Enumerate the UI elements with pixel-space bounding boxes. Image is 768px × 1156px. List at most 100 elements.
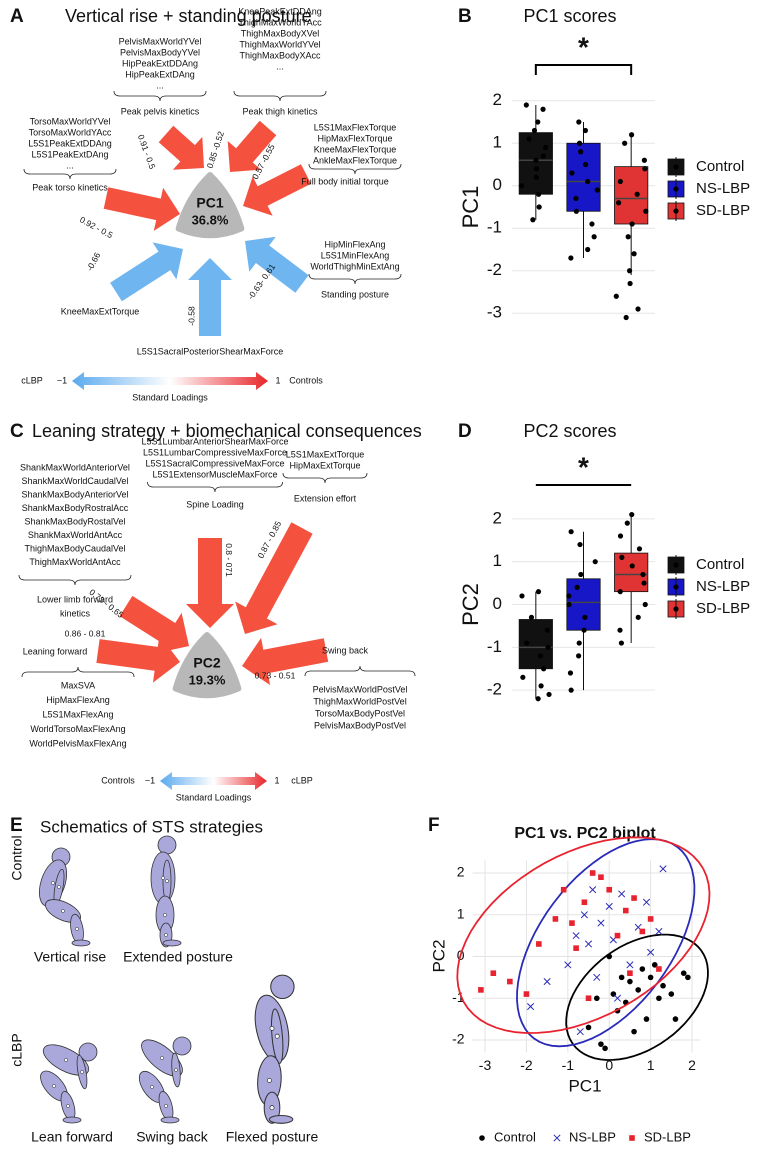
variable: PelvisMaxWorldPostVel xyxy=(313,684,408,694)
point xyxy=(631,1028,637,1035)
point xyxy=(537,653,543,659)
box xyxy=(518,132,553,195)
figure-schematic xyxy=(38,847,91,947)
point xyxy=(635,614,641,620)
hub-name: PC2 xyxy=(193,655,220,671)
variable: WorldTorsoMaxFlexAng xyxy=(30,724,125,734)
loading-range: -0.66 xyxy=(84,251,102,273)
point xyxy=(585,178,591,185)
figure-label: Extended posture xyxy=(123,949,233,965)
point xyxy=(582,127,589,134)
point xyxy=(576,653,582,659)
point xyxy=(629,221,635,227)
point xyxy=(597,919,605,927)
group-name: KneeMaxExtTorque xyxy=(61,306,140,316)
variable: L5S1SacralCompressiveMaxForce xyxy=(145,458,284,468)
point xyxy=(617,533,624,539)
figure-schematic xyxy=(254,974,295,1124)
point xyxy=(536,204,542,210)
point xyxy=(639,966,646,972)
point xyxy=(685,974,691,981)
variable: HipMaxExtTorque xyxy=(289,460,360,470)
brace xyxy=(21,666,135,678)
variable: L5S1MaxFlexTorque xyxy=(314,122,397,132)
point xyxy=(568,255,574,261)
legend-caption: Standard Loadings xyxy=(132,392,208,402)
point xyxy=(642,601,648,608)
y-tick-label: -1 xyxy=(487,218,502,237)
joint xyxy=(274,1033,280,1039)
loading-range: 0.8 - 071 xyxy=(224,543,234,577)
legend-max: 1 xyxy=(275,375,280,385)
point xyxy=(641,580,647,586)
hub-name: PC1 xyxy=(196,195,223,211)
panel-title: Vertical rise + standing posture xyxy=(65,6,312,26)
body-part xyxy=(172,1036,192,1056)
group-name: Spine Loading xyxy=(186,499,244,509)
legend-label: NS-LBP xyxy=(569,1129,616,1144)
variable: ... xyxy=(156,80,164,90)
point xyxy=(540,153,547,159)
point xyxy=(636,546,643,552)
variable: ThighMaxBodyCaudalVel xyxy=(24,543,125,553)
panel-label: B xyxy=(458,6,472,27)
group-name: Swing back xyxy=(322,645,369,655)
point xyxy=(593,973,601,981)
brace xyxy=(147,481,283,493)
point xyxy=(523,991,530,997)
significance: * xyxy=(578,451,589,482)
point xyxy=(617,627,623,633)
variable: TorsoMaxBodyPostVel xyxy=(315,708,405,718)
brace xyxy=(18,574,132,586)
variable: L5S1MaxFlexAng xyxy=(42,709,113,719)
legend-key-dot xyxy=(673,164,679,170)
point xyxy=(574,584,580,590)
point xyxy=(618,640,624,646)
loading-range: 0.92 - 0.5 xyxy=(78,214,115,240)
loading-range: 0.86 - 0.81 xyxy=(65,628,106,638)
chart-title: PC1 vs. PC2 biplot xyxy=(514,825,656,842)
point xyxy=(613,293,619,299)
loading-arrow xyxy=(186,538,234,628)
point xyxy=(618,974,625,981)
variable: ShankMaxWorldCaudalVel xyxy=(22,476,129,486)
figure-schematic xyxy=(40,1042,98,1124)
brace xyxy=(233,90,327,102)
point xyxy=(533,166,540,172)
variable: PelvisMaxBodyPostVel xyxy=(314,720,406,730)
point xyxy=(543,977,551,986)
legend-label: Control xyxy=(696,158,744,175)
variable: ShankMaxBodyAnteriorVel xyxy=(21,489,128,499)
point xyxy=(622,140,628,146)
legend-key-dot xyxy=(673,584,679,590)
variable: WorldThighMinExtAng xyxy=(310,261,399,271)
point xyxy=(672,1016,679,1022)
point xyxy=(680,970,687,976)
significance-bracket xyxy=(534,64,633,75)
variable: L5S1MaxExtTorque xyxy=(286,449,365,459)
variable: ShankMaxWorldAnteriorVel xyxy=(20,462,130,472)
loading-arrow xyxy=(243,164,311,216)
group-name: Peak pelvis kinetics xyxy=(121,106,200,116)
point xyxy=(605,902,613,910)
point xyxy=(627,280,633,287)
point xyxy=(616,200,622,206)
variable: PelvisMaxBodyYVel xyxy=(120,47,200,57)
variable: ThighMaxWorldAntAcc xyxy=(29,557,121,567)
point xyxy=(660,982,666,989)
figure-label: Swing back xyxy=(136,1129,209,1145)
point xyxy=(527,1003,535,1011)
point xyxy=(656,995,662,1002)
point xyxy=(617,589,623,595)
point xyxy=(626,961,634,969)
group-name: Full body initial torque xyxy=(301,176,389,186)
legend-label: NS-LBP xyxy=(696,180,750,197)
joint xyxy=(174,1068,178,1072)
y-tick-label: 0 xyxy=(493,175,502,194)
chart-title: PC2 scores xyxy=(523,421,616,441)
panel-label: E xyxy=(10,815,23,836)
point xyxy=(581,627,587,633)
group-name: Peak thigh kinetics xyxy=(242,106,318,116)
body-part xyxy=(270,974,295,1000)
